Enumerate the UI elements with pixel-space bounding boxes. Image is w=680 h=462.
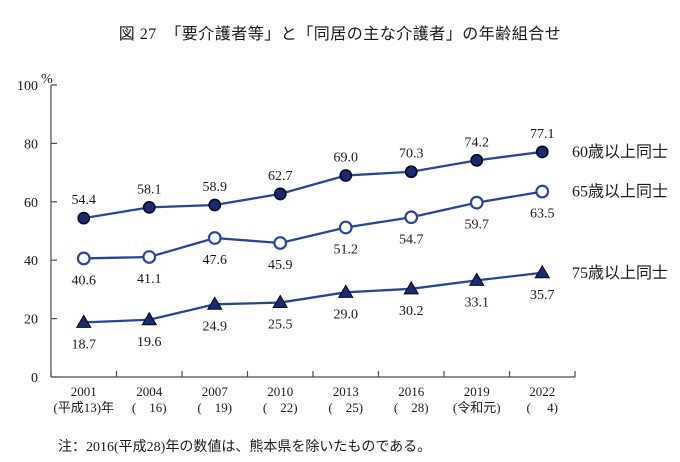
data-label: 29.0 [334,307,359,322]
data-label: 77.1 [530,127,555,142]
data-point-filled-triangle [468,272,485,286]
data-label: 30.2 [399,304,424,319]
x-axis-label-era: ( 22) [263,400,298,415]
data-label: 45.9 [268,258,293,273]
x-axis-label-era: ( 4) [527,400,558,415]
x-axis-label-year: 2001 [71,384,97,399]
data-label: 51.2 [334,242,359,257]
data-label: 33.1 [465,295,490,310]
chart-note: 注：2016(平成28)年の数値は、熊本県を除いたものである。 [58,440,432,455]
data-label: 63.5 [530,207,555,222]
data-point-filled-triangle [403,280,420,295]
data-point-filled-circle [77,211,91,225]
data-label: 40.6 [72,273,97,288]
legend-label-0: 60歳以上同士 [572,143,668,161]
data-point-open-circle [404,210,419,225]
data-label: 19.6 [137,335,162,350]
data-point-open-circle [207,231,222,245]
x-axis-label-year: 2004 [136,384,163,399]
x-axis-label-year: 2019 [464,384,490,399]
data-point-filled-triangle [337,284,354,298]
x-axis-label-year: 2016 [398,384,425,399]
x-axis-label-year: 2022 [529,384,555,399]
data-label: 54.7 [399,232,424,247]
data-point-filled-circle [339,169,353,182]
data-label: 54.4 [72,193,97,208]
data-point-filled-triangle [534,264,551,279]
data-point-filled-circle [535,145,549,159]
x-axis-label-era: ( 19) [197,400,232,415]
data-point-filled-circle [404,165,418,179]
data-label: 59.7 [465,218,490,233]
data-label: 24.9 [203,319,228,334]
y-axis-unit-label: % [41,72,53,87]
x-axis-label-era: ( 25) [328,400,363,415]
data-point-filled-circle [208,198,222,212]
data-point-open-circle [469,195,484,210]
data-label: 47.6 [203,253,228,268]
x-axis-label-year: 2013 [333,384,359,399]
data-label: 18.7 [72,337,97,352]
data-label: 62.7 [268,169,293,184]
data-label: 35.7 [530,288,555,303]
x-axis-label-era: (令和元) [453,400,501,415]
data-label: 58.1 [137,182,162,197]
data-point-filled-triangle [141,311,158,326]
data-point-open-circle [273,236,288,250]
series-line-0 [83,150,543,220]
series-line-1 [83,190,543,260]
data-label: 70.3 [399,147,424,162]
legend-label-2: 75歳以上同士 [572,264,668,282]
x-axis-label-era: ( 16) [132,400,167,415]
data-label: 74.2 [465,135,490,150]
data-label: 58.9 [203,180,228,195]
y-tick-label: 40 [24,254,38,269]
data-label: 41.1 [137,272,162,287]
y-tick-label: 20 [24,313,38,328]
data-point-filled-circle [142,200,156,214]
x-axis-label-year: 2007 [202,384,229,399]
data-point-open-circle [142,250,157,264]
data-label: 69.0 [334,151,359,166]
data-point-open-circle [338,220,353,235]
data-point-filled-triangle [272,294,289,309]
data-point-filled-circle [273,187,287,201]
y-tick-label: 0 [31,371,38,386]
y-tick-label: 100 [17,79,38,94]
y-tick-label: 80 [24,137,38,152]
x-axis-label-era: ( 28) [394,400,429,415]
data-point-filled-circle [470,153,484,167]
y-tick-label: 60 [24,196,38,211]
legend-label-1: 65歳以上同士 [572,183,668,201]
x-axis-label-year: 2010 [267,384,293,399]
chart-title: 図 27 「要介護者等」と「同居の主な介護者」の年齢組合せ [118,26,562,43]
data-point-filled-triangle [206,296,223,310]
data-point-open-circle [76,251,91,266]
data-point-filled-triangle [75,314,92,328]
data-label: 25.5 [268,318,293,333]
data-point-open-circle [535,184,550,199]
x-axis-label-era: (平成13)年 [53,400,114,415]
series-line-2 [83,271,543,324]
